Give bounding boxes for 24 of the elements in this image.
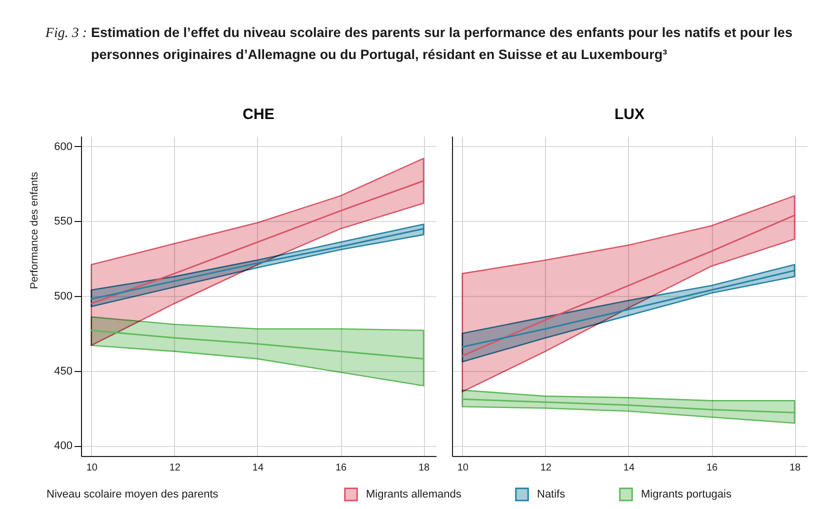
x-tick-label: 16	[335, 462, 347, 474]
y-tick-label: 600	[54, 140, 72, 153]
y-tick-label: 500	[54, 290, 72, 302]
y-tick-label: 400	[54, 440, 72, 452]
x-tick-label: 14	[252, 462, 264, 474]
x-tick-label: 12	[169, 462, 181, 474]
x-tick-label: 14	[623, 462, 635, 474]
x-tick-label: 18	[789, 462, 802, 474]
x-tick-label: 10	[457, 462, 469, 474]
text: Estimation de l’effet du niveau scolaire des parents sur la performance des enfants pour les natifs et pour les personnes originaires d’Allemagne ou du Portugal, résidant en Suisse et au Luxembourg³	[91, 25, 792, 62]
y-tick-label: 550	[54, 216, 72, 228]
x-tick-label: 18	[418, 462, 430, 474]
x-tick-label: 12	[540, 462, 552, 474]
legend-label: Migrants portugais	[641, 488, 732, 500]
y-tick-label: 450	[54, 365, 72, 378]
y-axis-title: Performance des enfants	[28, 172, 40, 290]
x-tick-label: 10	[86, 462, 98, 474]
legend-label: Migrants allemands	[366, 488, 462, 500]
legend-label: Natifs	[537, 488, 566, 500]
chart-title: LUX	[614, 106, 644, 123]
chart-title: CHE	[242, 106, 274, 123]
x-tick-label: 16	[706, 462, 718, 474]
caption: Fig. 3 :	[44, 26, 87, 41]
x-axis-title: Niveau scolaire moyen des parents	[46, 488, 219, 500]
